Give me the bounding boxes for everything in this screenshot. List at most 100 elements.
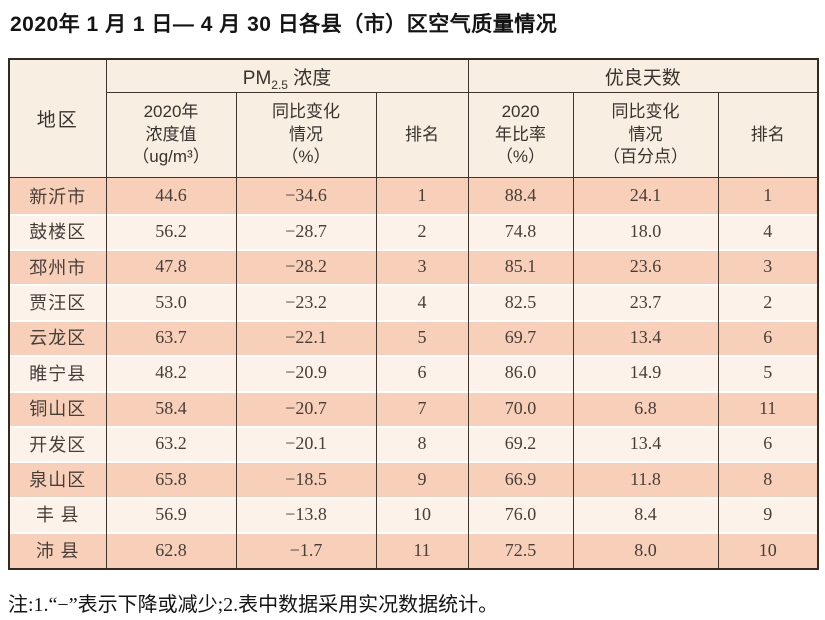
pm-value-cell: 47.8 xyxy=(106,248,237,285)
region-cell: 开发区 xyxy=(9,425,107,462)
good-rank-cell: 1 xyxy=(718,177,818,214)
pm-change-cell: −22.1 xyxy=(236,319,377,356)
good-ratio-cell: 82.5 xyxy=(468,284,574,320)
region-cell: 丰 县 xyxy=(9,496,107,533)
header-group-good-days: 优良天数 xyxy=(468,59,818,93)
region-cell: 新沂市 xyxy=(9,177,107,214)
good-ratio-cell: 72.5 xyxy=(468,532,574,569)
pm-value-cell: 56.2 xyxy=(106,213,237,249)
header-good-change: 同比变化 情况 （百分点） xyxy=(573,92,719,178)
pm-value-cell: 44.6 xyxy=(106,177,237,214)
header-good-rank: 排名 xyxy=(718,92,818,178)
pm-rank-cell: 6 xyxy=(376,355,469,391)
region-cell: 邳州市 xyxy=(9,248,107,285)
good-change-cell: 18.0 xyxy=(573,213,719,249)
good-ratio-cell: 66.9 xyxy=(468,461,574,497)
good-ratio-cell: 85.1 xyxy=(468,248,574,285)
good-ratio-cell: 69.2 xyxy=(468,425,574,462)
pm-rank-cell: 3 xyxy=(376,248,469,285)
header-region: 地区 xyxy=(9,59,107,178)
pm-value-cell: 56.9 xyxy=(106,496,237,533)
pm-change-cell: −1.7 xyxy=(236,532,377,569)
table-header: 地区 PM2.5 浓度 优良天数 2020年 浓度值 （ug/m³） 同比变化 … xyxy=(9,59,818,178)
pm-value-cell: 65.8 xyxy=(106,461,237,497)
good-rank-cell: 5 xyxy=(718,355,818,391)
footnote: 注:1.“−”表示下降或减少;2.表中数据采用实况数据统计。 xyxy=(8,594,499,616)
good-change-cell: 13.4 xyxy=(573,425,719,462)
table-row: 贾汪区 53.0 −23.2 4 82.5 23.7 2 xyxy=(9,284,818,320)
pm25-label-prefix: PM xyxy=(242,67,272,89)
table-row: 铜山区 58.4 −20.7 7 70.0 6.8 11 xyxy=(9,390,818,426)
table-row: 丰 县 56.9 −13.8 10 76.0 8.4 9 xyxy=(9,496,818,533)
header-pm-rank: 排名 xyxy=(376,92,469,178)
pm-rank-cell: 8 xyxy=(376,425,469,462)
table-row: 睢宁县 48.2 −20.9 6 86.0 14.9 5 xyxy=(9,355,818,391)
pm-change-cell: −28.7 xyxy=(236,213,377,249)
pm-value-cell: 58.4 xyxy=(106,390,237,426)
pm-change-cell: −28.2 xyxy=(236,248,377,285)
pm-rank-cell: 7 xyxy=(376,390,469,426)
good-rank-cell: 8 xyxy=(718,461,818,497)
table-body: 新沂市 44.6 −34.6 1 88.4 24.1 1 鼓楼区 56.2 −2… xyxy=(9,177,818,569)
header-pm-change: 同比变化 情况 （%） xyxy=(236,92,377,178)
table-row: 沛 县 62.8 −1.7 11 72.5 8.0 10 xyxy=(9,532,818,569)
good-change-cell: 23.6 xyxy=(573,248,719,285)
good-ratio-cell: 86.0 xyxy=(468,355,574,391)
region-cell: 泉山区 xyxy=(9,461,107,497)
table-row: 邳州市 47.8 −28.2 3 85.1 23.6 3 xyxy=(9,248,818,285)
good-ratio-cell: 88.4 xyxy=(468,177,574,214)
good-rank-cell: 4 xyxy=(718,213,818,249)
pm-value-cell: 62.8 xyxy=(106,532,237,569)
pm-rank-cell: 11 xyxy=(376,532,469,569)
good-ratio-cell: 70.0 xyxy=(468,390,574,426)
pm-change-cell: −34.6 xyxy=(236,177,377,214)
pm-change-cell: −20.9 xyxy=(236,355,377,391)
good-ratio-cell: 74.8 xyxy=(468,213,574,249)
good-change-cell: 23.7 xyxy=(573,284,719,320)
header-pm-value: 2020年 浓度值 （ug/m³） xyxy=(106,92,237,178)
table-row: 鼓楼区 56.2 −28.7 2 74.8 18.0 4 xyxy=(9,213,818,249)
good-rank-cell: 2 xyxy=(718,284,818,320)
region-cell: 沛 县 xyxy=(9,532,107,569)
air-quality-table: 地区 PM2.5 浓度 优良天数 2020年 浓度值 （ug/m³） 同比变化 … xyxy=(8,58,819,570)
region-cell: 贾汪区 xyxy=(9,284,107,320)
pm-value-cell: 48.2 xyxy=(106,355,237,391)
pm-rank-cell: 2 xyxy=(376,213,469,249)
good-change-cell: 8.4 xyxy=(573,496,719,533)
good-rank-cell: 10 xyxy=(718,532,818,569)
page-title: 2020年 1 月 1 日— 4 月 30 日各县（市）区空气质量情况 xyxy=(10,13,558,36)
header-group-pm25: PM2.5 浓度 xyxy=(106,59,469,93)
pm-change-cell: −23.2 xyxy=(236,284,377,320)
pm-rank-cell: 4 xyxy=(376,284,469,320)
good-change-cell: 11.8 xyxy=(573,461,719,497)
pm-rank-cell: 1 xyxy=(376,177,469,214)
pm-rank-cell: 10 xyxy=(376,496,469,533)
table-row: 新沂市 44.6 −34.6 1 88.4 24.1 1 xyxy=(9,177,818,214)
good-rank-cell: 9 xyxy=(718,496,818,533)
pm-value-cell: 53.0 xyxy=(106,284,237,320)
pm-value-cell: 63.7 xyxy=(106,319,237,356)
region-cell: 睢宁县 xyxy=(9,355,107,391)
region-cell: 云龙区 xyxy=(9,319,107,356)
good-change-cell: 6.8 xyxy=(573,390,719,426)
region-cell: 鼓楼区 xyxy=(9,213,107,249)
pm-value-cell: 63.2 xyxy=(106,425,237,462)
good-rank-cell: 6 xyxy=(718,319,818,356)
pm-rank-cell: 5 xyxy=(376,319,469,356)
good-rank-cell: 11 xyxy=(718,390,818,426)
good-change-cell: 14.9 xyxy=(573,355,719,391)
good-rank-cell: 6 xyxy=(718,425,818,462)
header-good-ratio: 2020 年比率 （%） xyxy=(468,92,574,178)
good-ratio-cell: 76.0 xyxy=(468,496,574,533)
good-ratio-cell: 69.7 xyxy=(468,319,574,356)
pm-change-cell: −20.7 xyxy=(236,390,377,426)
pm25-subscript: 2.5 xyxy=(271,77,288,92)
good-change-cell: 24.1 xyxy=(573,177,719,214)
header-group-row: 地区 PM2.5 浓度 优良天数 xyxy=(9,59,818,178)
pm-change-cell: −13.8 xyxy=(236,496,377,533)
pm-change-cell: −20.1 xyxy=(236,425,377,462)
good-change-cell: 8.0 xyxy=(573,532,719,569)
table-row: 开发区 63.2 −20.1 8 69.2 13.4 6 xyxy=(9,425,818,462)
region-cell: 铜山区 xyxy=(9,390,107,426)
